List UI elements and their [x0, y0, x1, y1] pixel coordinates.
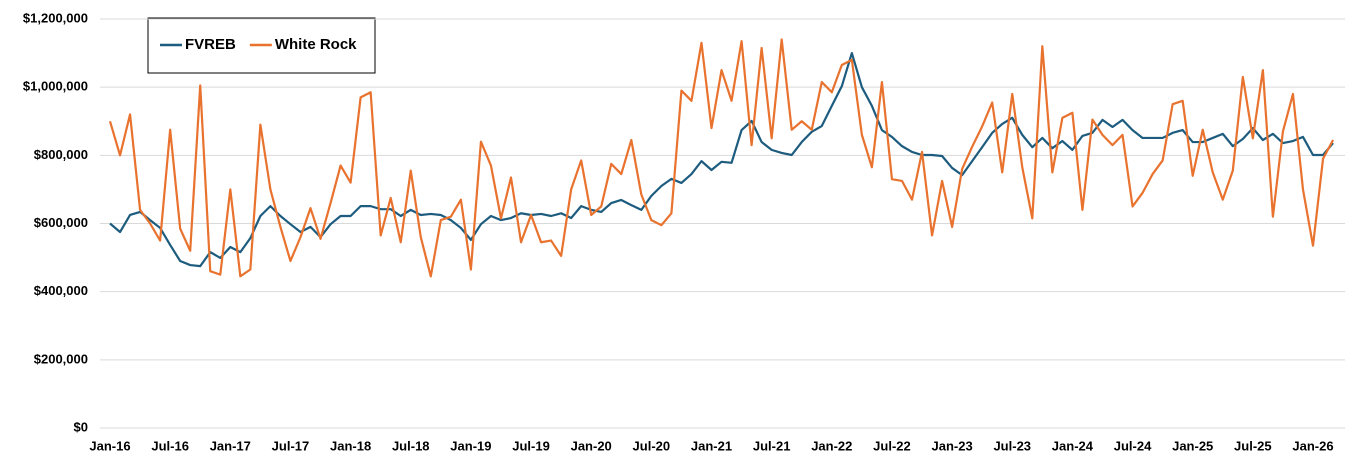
legend-label: White Rock: [275, 36, 357, 53]
x-tick-label: Jul-24: [1114, 438, 1152, 453]
y-tick-label: $200,000: [34, 351, 88, 366]
x-tick-label: Jul-19: [512, 438, 550, 453]
x-tick-label: Jan-26: [1292, 438, 1333, 453]
x-tick-label: Jul-18: [392, 438, 430, 453]
x-tick-label: Jan-25: [1172, 438, 1213, 453]
x-tick-label: Jan-17: [210, 438, 251, 453]
y-tick-label: $1,200,000: [23, 10, 88, 25]
legend-label: FVREB: [185, 36, 236, 53]
series-line: [109, 51, 1334, 268]
x-tick-label: Jan-21: [691, 438, 732, 453]
x-tick-label: Jul-20: [633, 438, 671, 453]
x-tick-label: Jan-18: [330, 438, 371, 453]
x-tick-label: Jul-17: [272, 438, 310, 453]
x-tick-label: Jan-20: [571, 438, 612, 453]
series-line: [108, 38, 1335, 278]
x-tick-label: Jan-22: [811, 438, 852, 453]
x-tick-label: Jan-23: [931, 438, 972, 453]
x-tick-label: Jan-19: [450, 438, 491, 453]
x-tick-label: Jan-24: [1052, 438, 1094, 453]
x-tick-label: Jul-16: [151, 438, 189, 453]
y-tick-label: $400,000: [34, 283, 88, 298]
x-tick-label: Jan-16: [89, 438, 130, 453]
x-tick-label: Jul-22: [873, 438, 911, 453]
x-tick-label: Jul-23: [993, 438, 1031, 453]
x-tick-label: Jul-25: [1234, 438, 1272, 453]
y-tick-label: $0: [74, 419, 88, 434]
y-tick-label: $1,000,000: [23, 79, 88, 94]
y-tick-label: $800,000: [34, 147, 88, 162]
x-tick-label: Jul-21: [753, 438, 791, 453]
y-tick-label: $600,000: [34, 215, 88, 230]
